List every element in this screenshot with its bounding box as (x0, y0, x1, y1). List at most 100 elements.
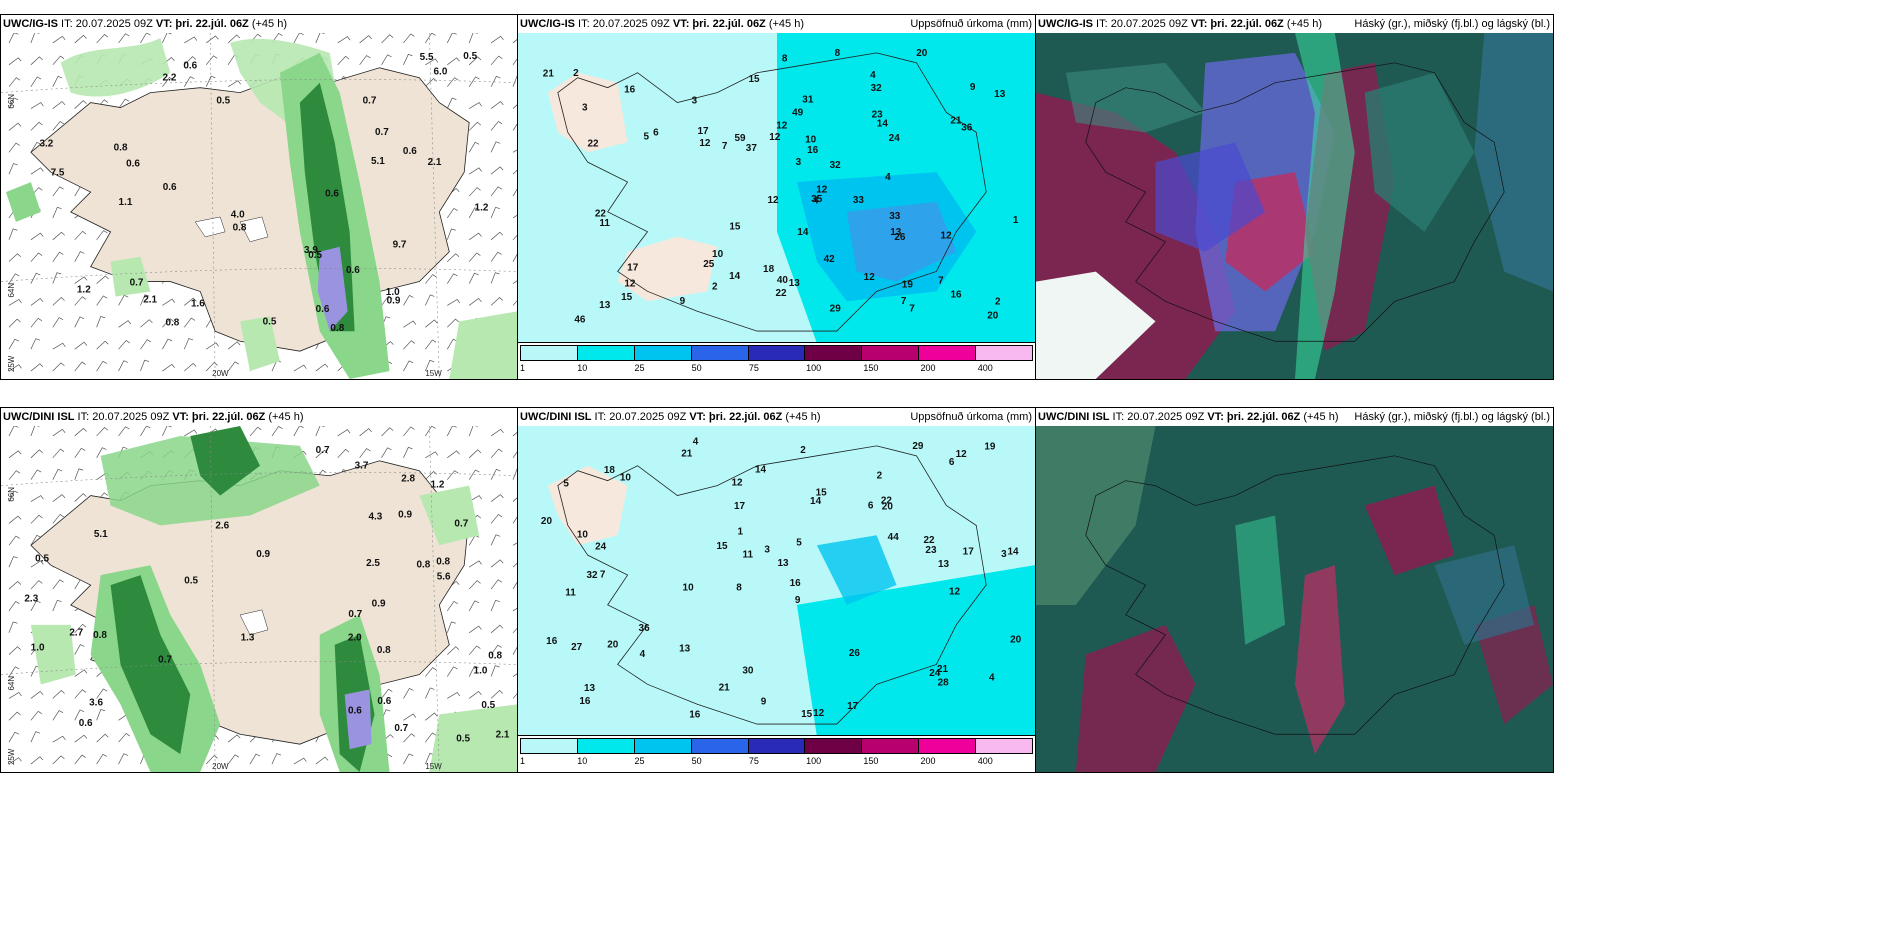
map-precip-wind[interactable]: 20W 15W 66N 64N 25W 2.0 0.8 0.8 1.0 0.6 0.9 0.… (1, 426, 517, 772)
wind-barb (74, 623, 87, 634)
wind-barb (468, 426, 478, 437)
wind-barb (96, 275, 109, 284)
value-label: 2.2 (163, 73, 177, 84)
map-clouds[interactable] (1036, 426, 1553, 772)
value-label: 2.3 (24, 593, 38, 604)
wind-barb (205, 362, 218, 372)
value-label: 12 (956, 449, 968, 460)
value-label: 2 (712, 282, 718, 293)
wind-barb (162, 33, 172, 44)
value-label: 27 (571, 642, 583, 653)
wind-barb (183, 76, 195, 87)
value-label: 25 (703, 259, 715, 270)
value-label: 19 (984, 441, 996, 452)
value-label: 3 (692, 96, 698, 107)
wind-barb (30, 272, 41, 284)
lat-label-66n: 66N (7, 487, 16, 502)
value-label: 13 (994, 89, 1006, 100)
wind-barb (8, 57, 22, 66)
wind-barb (30, 449, 43, 459)
panel-ig-precip-wind: UWC/IG-IS IT: 20.07.2025 09Z VT: þri. 22… (0, 14, 518, 380)
value-label: 6.0 (434, 66, 448, 77)
wind-barb (52, 251, 64, 262)
value-label: 24 (889, 133, 901, 144)
legend-tick: 75 (748, 363, 759, 373)
wind-barb (512, 558, 517, 568)
legend-tick: 10 (577, 756, 588, 766)
wind-barb (30, 102, 44, 109)
wind-barb (30, 534, 42, 546)
value-label: 22 (924, 535, 936, 546)
legend-tick: 400 (977, 363, 993, 373)
accum-legend: 1 10 25 50 75 100 150 200 400 (518, 342, 1035, 379)
wind-barb (490, 428, 504, 437)
value-label: 0.5 (184, 576, 198, 587)
wind-barb (118, 360, 129, 372)
value-label: 0.6 (316, 304, 330, 315)
wind-barb (359, 35, 372, 44)
wind-barb (490, 468, 501, 480)
map-accum-precip[interactable]: 4 2 3 8 9 7 5 6 11 14 13 16 21 10 15 12 30 29 44 36 24 32 14 17… (518, 426, 1035, 736)
wind-barb (140, 33, 151, 44)
value-label: 10 (577, 529, 589, 540)
wind-barb (96, 709, 106, 721)
wind-barb (469, 495, 483, 502)
wind-barb (490, 534, 501, 546)
valid-label: VT: (672, 18, 693, 30)
legend-swatch (976, 738, 1034, 754)
wind-barb (446, 621, 456, 633)
wind-barb (30, 690, 44, 699)
wind-barb (403, 53, 413, 65)
wind-barb (30, 514, 43, 524)
wind-barb (447, 57, 460, 66)
value-label: 7 (938, 275, 944, 286)
wind-barb (512, 538, 517, 546)
value-label: 13 (599, 300, 611, 311)
model-name: UWC/IG-IS (1038, 18, 1093, 30)
wind-barb (8, 364, 22, 372)
legend-swatch (862, 738, 920, 754)
precip-values: 2.00.80.81.00.60.90.80.90.50.70.90.71.0 0… (24, 445, 509, 744)
legend-swatch (748, 345, 806, 361)
value-label: 8 (736, 582, 742, 593)
wind-barb (468, 690, 482, 699)
wind-barb (8, 253, 21, 262)
wind-barb (468, 141, 480, 153)
wind-barb (8, 666, 20, 677)
init-time: IT: 20.07.2025 09Z (1093, 18, 1191, 30)
wind-barb (74, 251, 85, 262)
wind-barb (74, 34, 87, 44)
wind-barb (293, 33, 304, 44)
wind-barb (490, 251, 502, 262)
map-accum-precip[interactable]: 13 12 12 14 15 8 7 4 19 25 20 12 14 8 12 17 13 11 12 13 21 15… (518, 33, 1035, 343)
value-label: 3 (764, 545, 770, 556)
wind-barb (118, 753, 129, 765)
value-label: 13 (777, 558, 789, 569)
wind-barb (162, 338, 173, 350)
value-label: 15 (621, 292, 633, 303)
map-precip-wind[interactable]: 20W 15W 66N 64N 25W 0.8 2.2 0.7 0.8 0.6 0.6 1.… (1, 33, 517, 379)
wind-barb (183, 338, 194, 350)
wind-barb (381, 447, 392, 458)
legend-tick: 200 (920, 363, 936, 373)
wind-barb (96, 340, 109, 350)
wind-barb (271, 426, 283, 437)
value-label: 0.8 (165, 318, 179, 329)
init-time: IT: 20.07.2025 09Z (74, 411, 173, 423)
map-clouds[interactable] (1036, 33, 1553, 379)
panel-header: UWC/DINI ISL IT: 20.07.2025 09Z VT: þri.… (518, 408, 1035, 426)
wind-barb (468, 449, 482, 459)
value-label: 12 (768, 195, 780, 206)
wind-barb (140, 359, 149, 372)
valid-time: þri. 22.júl. 06Z (708, 411, 783, 423)
value-label: 4.3 (368, 511, 382, 522)
value-label: 18 (604, 465, 616, 476)
wind-barb (315, 363, 329, 372)
wind-barb (74, 230, 87, 241)
wind-barb (512, 75, 517, 87)
wind-barb (403, 446, 413, 458)
wind-barb (162, 363, 175, 372)
value-label: 0.6 (325, 188, 339, 199)
value-label: 0.5 (463, 51, 477, 62)
